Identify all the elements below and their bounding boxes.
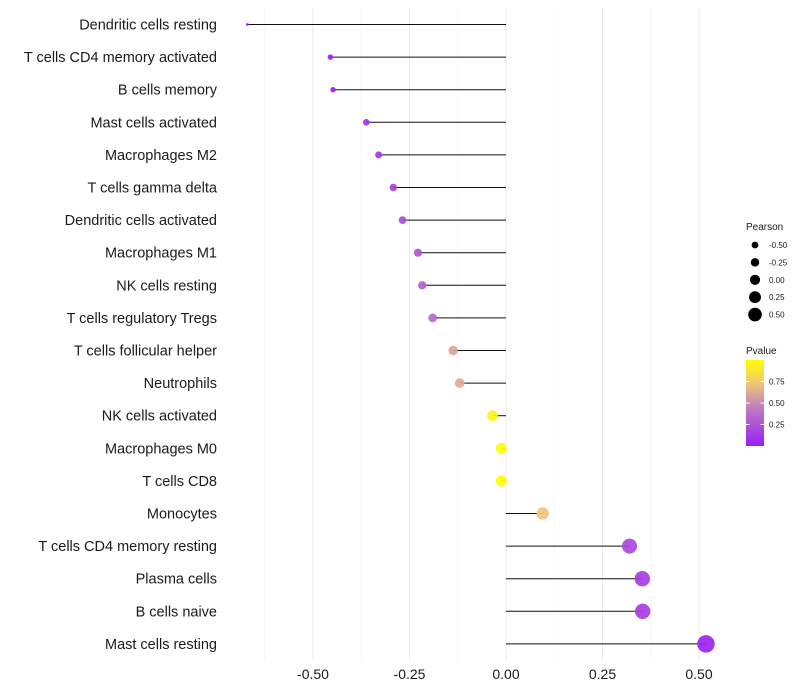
category-label: Macrophages M0 xyxy=(105,441,217,457)
x-tick-label: 0.00 xyxy=(492,666,519,682)
pearson-legend: Pearson -0.50 -0.25 0.00 0.25 0.50 xyxy=(746,222,788,322)
category-label: T cells CD4 memory activated xyxy=(24,50,217,66)
lollipop-dots xyxy=(245,23,715,653)
x-tick-label: 0.50 xyxy=(685,666,712,682)
pearson-legend-label: 0.00 xyxy=(769,276,785,285)
lollipop-dot xyxy=(487,410,498,422)
pearson-legend-key xyxy=(750,258,760,267)
x-tick-label: -0.25 xyxy=(394,666,426,682)
lollipop-dot xyxy=(418,281,427,290)
pearson-legend-label: 0.50 xyxy=(769,311,785,320)
pearson-legend-title: Pearson xyxy=(746,222,783,233)
lollipop-dot xyxy=(428,313,438,323)
pvalue-legend-label: 0.75 xyxy=(769,378,785,387)
lollipop-dot xyxy=(495,475,507,487)
lollipop-dot xyxy=(327,54,334,60)
lollipop-dot xyxy=(634,603,651,620)
x-axis-ticks: -0.50 -0.25 0.00 0.25 0.50 xyxy=(297,666,713,682)
grid-lines xyxy=(264,8,700,660)
category-label: Macrophages M2 xyxy=(105,148,217,164)
pearson-legend-key xyxy=(749,291,761,304)
x-tick-label: 0.25 xyxy=(589,666,616,682)
category-label: NK cells resting xyxy=(116,278,217,294)
lollipop-stems xyxy=(247,24,706,645)
pvalue-legend: Pvalue 0.75 0.50 0.25 xyxy=(746,346,785,446)
lollipop-dot xyxy=(330,86,336,93)
pvalue-legend-title: Pvalue xyxy=(746,346,777,357)
category-label: T cells follicular helper xyxy=(74,344,217,360)
category-label: Monocytes xyxy=(147,507,217,523)
category-label: T cells CD4 memory resting xyxy=(38,539,217,555)
lollipop-dot xyxy=(697,635,715,653)
category-label: NK cells activated xyxy=(102,409,217,425)
pearson-legend-key xyxy=(751,241,759,249)
category-label: Plasma cells xyxy=(136,572,217,588)
lollipop-dot xyxy=(362,119,370,126)
category-label: Dendritic cells resting xyxy=(79,18,217,34)
lollipop-dot xyxy=(454,378,465,388)
category-labels: Dendritic cells resting T cells CD4 memor… xyxy=(24,18,218,653)
lollipop-dot xyxy=(536,507,549,520)
category-label: T cells gamma delta xyxy=(88,181,218,197)
pvalue-legend-label: 0.50 xyxy=(769,399,785,408)
pearson-legend-key xyxy=(749,274,761,285)
lollipop-dot xyxy=(413,248,423,257)
lollipop-dot xyxy=(245,23,249,26)
category-label: Mast cells resting xyxy=(105,637,217,653)
lollipop-dot xyxy=(398,216,407,224)
pearson-legend-key xyxy=(748,307,762,322)
lollipop-dot xyxy=(448,345,458,356)
lollipop-dot xyxy=(621,538,638,554)
category-label: Mast cells activated xyxy=(90,115,217,131)
category-label: Macrophages M1 xyxy=(105,246,217,262)
x-tick-label: -0.50 xyxy=(297,666,329,682)
lollipop-dot xyxy=(634,570,650,587)
category-label: B cells naive xyxy=(136,604,217,620)
category-label: Dendritic cells activated xyxy=(65,213,217,229)
pvalue-colorbar xyxy=(746,360,764,446)
pearson-legend-label: 0.25 xyxy=(769,293,785,302)
lollipop-dot xyxy=(495,442,507,454)
category-label: Neutrophils xyxy=(144,376,217,392)
lollipop-dot xyxy=(375,151,383,159)
category-label: B cells memory xyxy=(118,83,218,99)
pearson-legend-label: -0.50 xyxy=(769,241,788,250)
lollipop-dot xyxy=(389,183,398,192)
pearson-legend-label: -0.25 xyxy=(769,258,788,267)
category-label: T cells regulatory Tregs xyxy=(67,311,217,327)
pvalue-legend-label: 0.25 xyxy=(769,421,785,430)
category-label: T cells CD8 xyxy=(142,474,217,490)
